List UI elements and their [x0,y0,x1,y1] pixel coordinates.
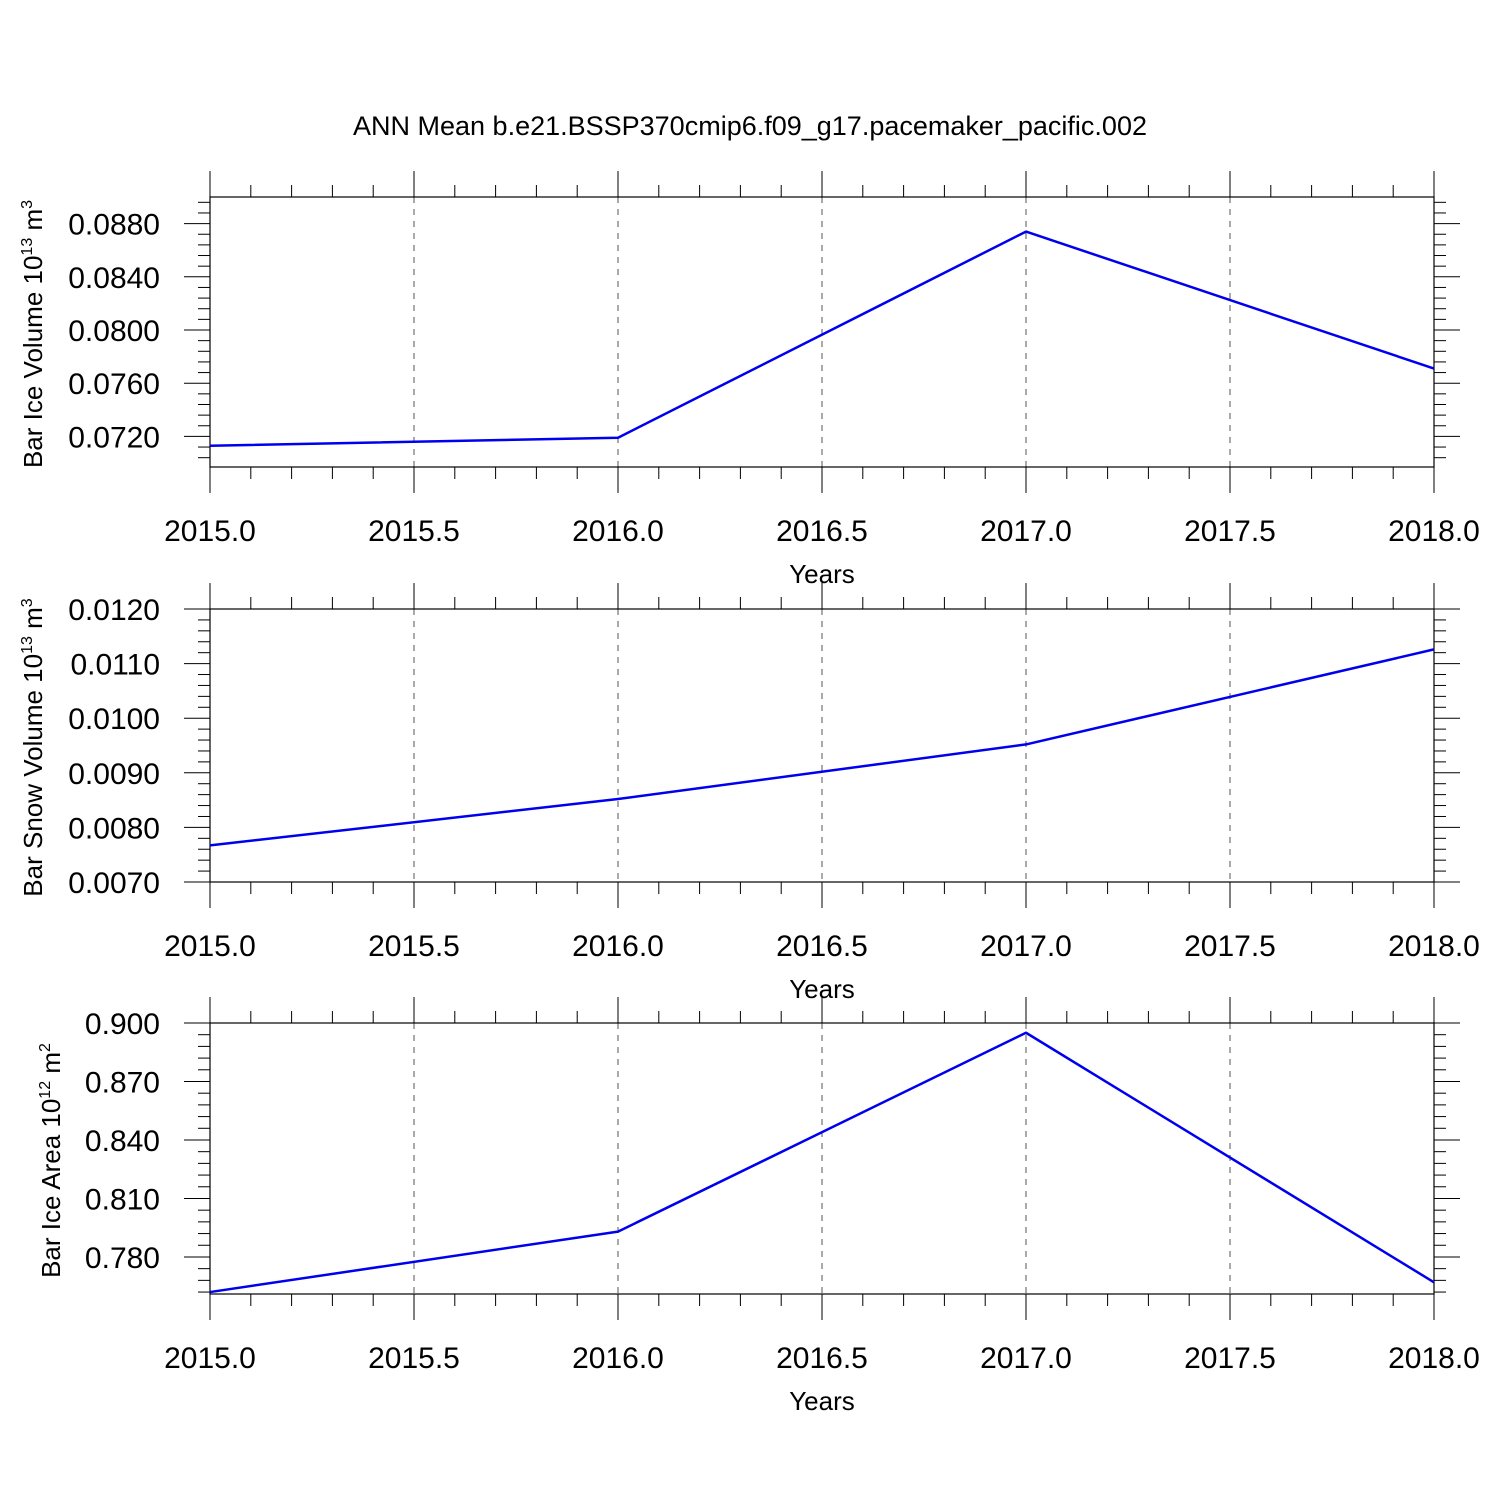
x-tick-label: 2016.5 [776,515,868,548]
series-line [209,648,1435,847]
x-tick-label: 2018.0 [1388,515,1480,548]
x-tick-label: 2017.5 [1184,1342,1276,1375]
y-tick-label: 0.0720 [68,421,160,454]
y-tick-label: 0.0760 [68,368,160,401]
x-tick-label: 2017.0 [980,1342,1072,1375]
x-tick-label: 2015.0 [164,1342,256,1375]
x-tick-label: 2015.0 [164,930,256,963]
panel-1: 2015.0 2015.5 2016.0 2016.5 2017.0 2017.5 2018… [18,171,1480,589]
y-tick-label: 0.0800 [68,315,160,348]
y-axis-label: Bar Ice Area 1012 m2 [36,1043,66,1278]
x-tick-label: 2017.0 [980,515,1072,548]
y-tick-label: 0.0120 [68,594,160,627]
y-tick-label: 0.0110 [70,649,160,682]
x-tick-label: 2016.0 [572,1342,664,1375]
x-tick-label: 2016.5 [776,930,868,963]
y-tick-label: 0.0080 [68,812,160,845]
y-tick-label: 0.780 [85,1242,160,1275]
y-tick-label: 0.810 [85,1183,160,1216]
chart-title: ANN Mean b.e21.BSSP370cmip6.f09_g17.pace… [353,111,1147,141]
x-tick-label: 2015.5 [368,515,460,548]
x-tick-label: 2016.5 [776,1342,868,1375]
x-tick-label: 2015.5 [368,1342,460,1375]
x-tick-label: 2015.5 [368,930,460,963]
panel-3: 2015.0 2015.5 2016.0 2016.5 2017.0 2017.5 2018… [36,997,1480,1416]
series-line [209,230,1435,447]
x-tick-label: 2018.0 [1388,930,1480,963]
y-tick-label: 0.0840 [68,262,160,295]
y-axis-label: Bar Snow Volume 1013 m3 [18,598,48,897]
y-tick-label: 0.0070 [68,867,160,900]
y-tick-label: 0.870 [85,1066,160,1099]
y-tick-label: 0.0100 [68,703,160,736]
x-tick-label: 2018.0 [1388,1342,1480,1375]
y-tick-label: 0.840 [85,1125,160,1158]
y-tick-label: 0.0090 [68,758,160,791]
x-tick-label: 2015.0 [164,515,256,548]
x-tick-label: 2017.5 [1184,930,1276,963]
y-tick-label: 0.0880 [68,209,160,242]
series-line [209,1031,1435,1294]
y-axis-label: Bar Ice Volume 1013 m3 [18,200,48,468]
panel-2: 2015.0 2015.5 2016.0 2016.5 2017.0 2017.5 2018… [18,583,1480,1004]
x-tick-label: 2017.0 [980,930,1072,963]
x-axis-label: Years [789,1386,855,1416]
y-tick-label: 0.900 [85,1008,160,1041]
x-tick-label: 2017.5 [1184,515,1276,548]
chart-panels: 2015.0 2015.5 2016.0 2016.5 2017.0 2017.5 2018… [18,171,1480,1416]
x-tick-label: 2016.0 [572,515,664,548]
x-tick-label: 2016.0 [572,930,664,963]
